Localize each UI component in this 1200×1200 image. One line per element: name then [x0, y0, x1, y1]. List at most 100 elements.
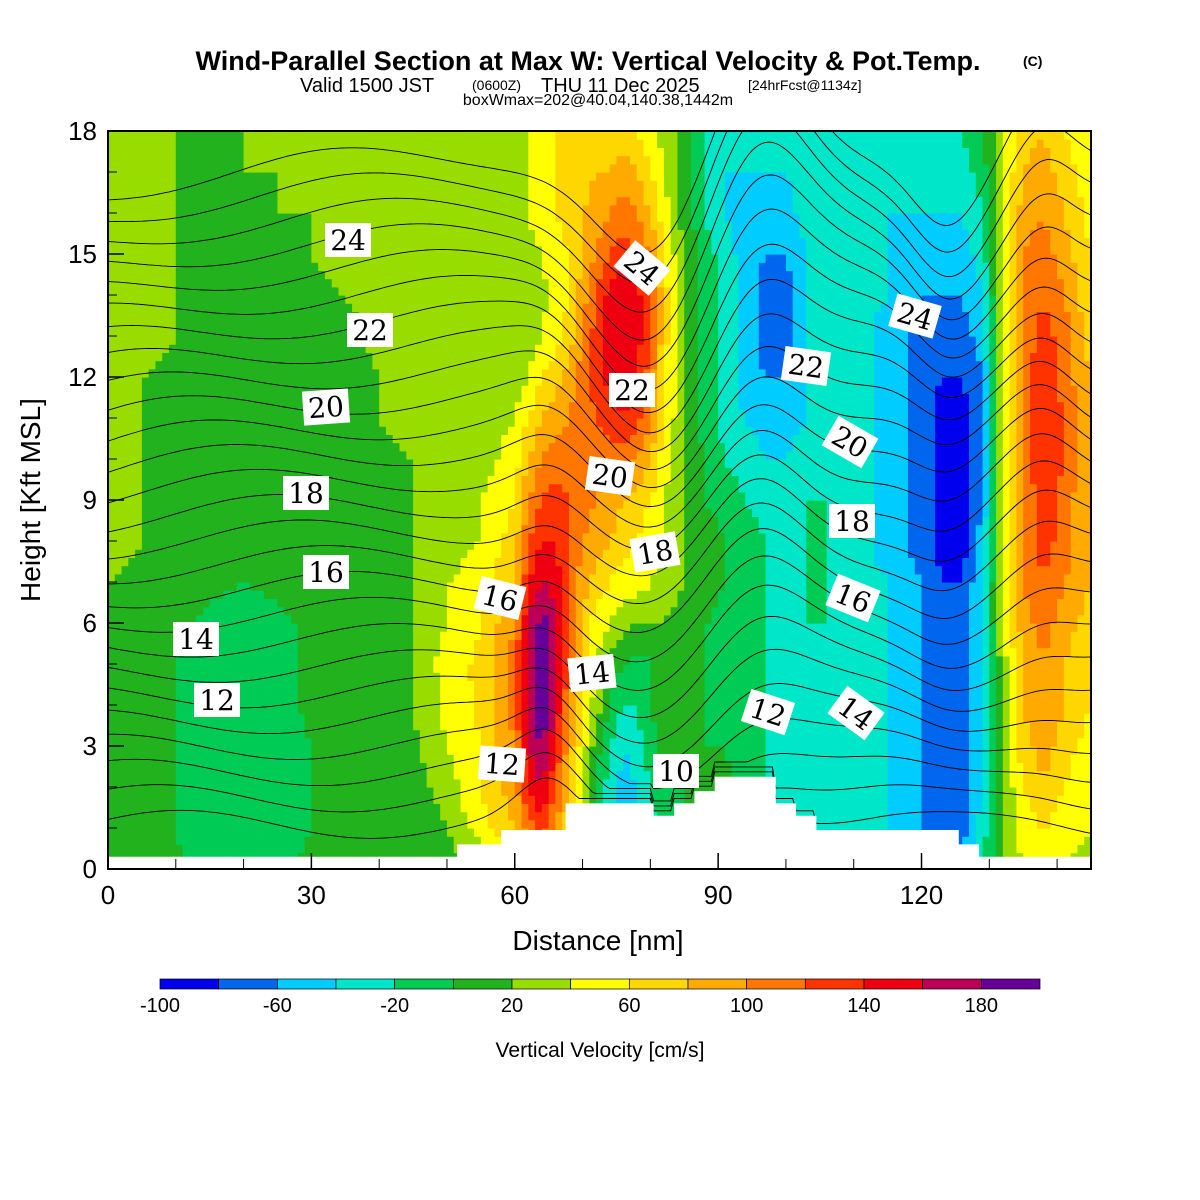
velocity-cell: [270, 614, 279, 624]
velocity-cell: [413, 778, 421, 788]
velocity-cell: [223, 778, 231, 788]
velocity-cell: [392, 180, 401, 189]
velocity-cell: [352, 286, 360, 296]
velocity-cell: [385, 590, 394, 599]
velocity-cell: [263, 418, 272, 427]
velocity-cell: [365, 737, 373, 747]
velocity-cell: [284, 163, 292, 173]
velocity-cell: [108, 573, 116, 583]
velocity-cell: [216, 811, 224, 821]
velocity-cell: [277, 647, 285, 657]
velocity-cell: [318, 368, 326, 378]
velocity-cell: [446, 204, 455, 214]
velocity-cell: [263, 278, 272, 288]
velocity-cell: [345, 442, 353, 452]
velocity-cell: [148, 385, 157, 394]
velocity-cell: [263, 524, 272, 534]
velocity-cell: [426, 442, 435, 452]
velocity-cell: [453, 532, 462, 542]
velocity-cell: [385, 672, 394, 681]
velocity-cell: [257, 746, 265, 755]
velocity-cell: [162, 196, 170, 206]
velocity-cell: [175, 270, 184, 280]
velocity-cell: [324, 131, 333, 140]
velocity-cell: [399, 196, 407, 206]
velocity-cell: [263, 664, 272, 673]
velocity-cell: [189, 705, 197, 714]
velocity-cell: [385, 729, 394, 739]
velocity-cell: [202, 508, 211, 517]
velocity-cell: [453, 385, 462, 394]
velocity-cell: [230, 532, 238, 542]
velocity-cell: [318, 549, 326, 558]
velocity-cell: [460, 188, 468, 198]
velocity-cell: [331, 664, 340, 673]
velocity-cell: [426, 163, 435, 173]
velocity-cell: [338, 180, 346, 189]
velocity-cell: [209, 131, 218, 140]
velocity-cell: [135, 221, 143, 230]
velocity-cell: [406, 188, 414, 198]
velocity-cell: [216, 582, 224, 591]
velocity-cell: [121, 729, 129, 739]
velocity-cell: [236, 672, 245, 681]
velocity-cell: [379, 565, 387, 575]
velocity-cell: [189, 787, 197, 796]
velocity-cell: [263, 647, 272, 657]
velocity-cell: [318, 336, 326, 345]
velocity-cell: [162, 319, 170, 329]
velocity-cell: [284, 336, 292, 345]
velocity-cell: [196, 803, 204, 813]
velocity-cell: [406, 680, 414, 690]
velocity-cell: [474, 762, 482, 772]
velocity-cell: [182, 746, 190, 755]
velocity-cell: [419, 237, 428, 247]
velocity-cell: [467, 204, 475, 214]
velocity-cell: [189, 155, 197, 165]
velocity-cell: [155, 204, 163, 214]
velocity-cell: [114, 737, 123, 747]
velocity-cell: [426, 778, 435, 788]
velocity-cell: [291, 516, 299, 526]
velocity-cell: [202, 426, 211, 435]
velocity-cell: [155, 500, 163, 509]
velocity-cell: [189, 204, 197, 214]
velocity-cell: [365, 270, 373, 280]
velocity-cell: [121, 500, 129, 509]
velocity-cell: [338, 360, 346, 370]
velocity-cell: [406, 557, 414, 567]
velocity-cell: [311, 819, 319, 829]
velocity-cell: [277, 721, 285, 731]
velocity-cell: [358, 434, 367, 444]
velocity-cell: [236, 623, 245, 632]
velocity-cell: [352, 746, 360, 755]
velocity-cell: [474, 787, 482, 796]
velocity-cell: [202, 557, 211, 567]
velocity-cell: [128, 172, 136, 181]
velocity-cell: [155, 770, 163, 780]
velocity-cell: [352, 188, 360, 198]
velocity-cell: [291, 409, 299, 419]
velocity-cell: [196, 713, 204, 722]
velocity-cell: [379, 172, 387, 181]
velocity-cell: [182, 295, 190, 304]
velocity-cell: [277, 172, 285, 181]
velocity-cell: [297, 401, 306, 411]
velocity-cell: [399, 459, 407, 468]
velocity-cell: [189, 828, 197, 837]
velocity-cell: [331, 344, 340, 353]
velocity-cell: [148, 664, 157, 673]
velocity-cell: [284, 245, 292, 255]
velocity-cell: [379, 721, 387, 731]
velocity-cell: [304, 155, 312, 165]
velocity-cell: [243, 729, 251, 739]
velocity-cell: [291, 295, 299, 304]
box-wmax-info: boxWmax=202@40.04,140.38,1442m: [463, 92, 733, 109]
velocity-cell: [467, 434, 475, 444]
velocity-cell: [135, 754, 143, 763]
velocity-cell: [128, 336, 136, 345]
velocity-cell: [230, 491, 238, 501]
velocity-cell: [236, 262, 245, 271]
velocity-cell: [182, 508, 190, 517]
velocity-cell: [372, 409, 380, 419]
